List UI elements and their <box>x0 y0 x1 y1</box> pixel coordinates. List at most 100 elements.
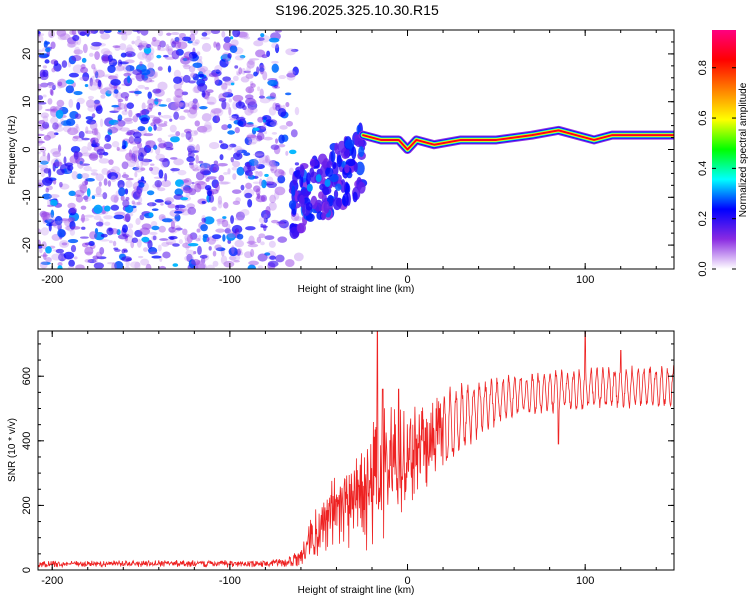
noise-cell <box>165 44 170 52</box>
colorbar-tick-label: 0.4 <box>697 161 709 176</box>
noise-cell <box>103 30 112 34</box>
noise-cell <box>263 224 267 232</box>
noise-cell <box>93 193 105 197</box>
noise-cell <box>145 140 156 149</box>
transition-cell <box>355 161 365 176</box>
noise-cell <box>140 30 149 36</box>
noise-cell <box>265 206 271 216</box>
noise-cell <box>229 36 234 40</box>
noise-cell <box>139 214 145 221</box>
noise-cell <box>48 222 52 232</box>
noise-cell <box>175 131 181 137</box>
noise-cell <box>39 247 43 254</box>
noise-cell <box>80 173 90 179</box>
noise-cell <box>189 72 196 78</box>
noise-cell <box>221 124 229 131</box>
noise-cell <box>158 157 169 162</box>
noise-cell <box>146 202 157 207</box>
noise-cell <box>198 261 204 269</box>
noise-cell <box>248 135 259 144</box>
noise-cell <box>268 159 272 168</box>
noise-cell <box>139 69 151 76</box>
noise-cell <box>65 118 76 126</box>
noise-cell <box>74 46 81 56</box>
noise-cell <box>268 106 277 116</box>
noise-cell <box>117 179 125 189</box>
noise-cell <box>167 203 176 209</box>
noise-cell <box>68 42 77 48</box>
noise-cell <box>69 30 75 35</box>
noise-cell <box>147 62 155 69</box>
noise-cell <box>84 178 88 186</box>
noise-cell <box>61 60 68 68</box>
noise-cell <box>240 184 245 191</box>
transition-cell <box>306 213 315 222</box>
transition-peak <box>324 178 331 187</box>
noise-cell <box>174 204 180 211</box>
noise-cell <box>169 124 177 133</box>
noise-cell <box>199 67 206 75</box>
noise-cell <box>100 48 111 55</box>
noise-cell <box>279 125 288 130</box>
noise-cell <box>113 247 119 250</box>
noise-cell <box>124 213 131 223</box>
noise-cell <box>48 84 52 89</box>
noise-cell <box>274 30 282 33</box>
noise-cell <box>198 234 202 242</box>
noise-cell <box>103 87 113 90</box>
noise-cell <box>258 95 265 99</box>
noise-cell <box>140 167 146 171</box>
noise-cell <box>243 36 251 40</box>
noise-cell <box>41 241 47 250</box>
noise-cell <box>170 102 182 112</box>
noise-cell <box>121 110 129 116</box>
noise-cell <box>157 123 168 127</box>
noise-cell <box>280 171 286 177</box>
noise-cell <box>236 166 245 176</box>
noise-cell <box>269 92 277 99</box>
noise-cell <box>38 138 44 146</box>
noise-cell <box>107 180 112 187</box>
noise-cell <box>75 123 79 129</box>
noise-cell <box>197 83 208 92</box>
noise-cell <box>71 30 77 36</box>
noise-cell <box>50 209 55 218</box>
noise-cell <box>56 99 65 107</box>
noise-cell <box>195 144 200 153</box>
noise-cell <box>53 132 59 136</box>
noise-cell <box>148 166 154 172</box>
noise-cell <box>143 247 149 252</box>
noise-cell <box>278 134 285 144</box>
noise-cell <box>223 36 231 43</box>
noise-cell <box>136 162 140 170</box>
noise-cell <box>232 152 243 160</box>
noise-cell <box>216 218 221 226</box>
noise-cell <box>285 102 290 108</box>
noise-cell <box>123 266 131 269</box>
noise-cell <box>38 95 44 101</box>
noise-cell <box>125 65 135 72</box>
noise-cell <box>208 246 212 251</box>
noise-cell <box>57 144 62 152</box>
noise-cell <box>52 151 62 158</box>
noise-cell <box>38 245 43 249</box>
noise-cell <box>98 181 102 187</box>
noise-cell <box>61 242 68 246</box>
noise-cell <box>112 45 121 48</box>
noise-cell <box>219 154 224 161</box>
noise-cell <box>247 142 257 145</box>
noise-cell <box>227 130 236 135</box>
noise-cell <box>192 73 199 81</box>
noise-cell <box>275 254 285 263</box>
noise-cell <box>132 202 143 206</box>
noise-cell <box>236 248 243 254</box>
noise-cell <box>237 71 241 76</box>
noise-cell <box>107 54 113 63</box>
noise-cell <box>127 228 134 238</box>
noise-cell <box>154 98 159 105</box>
noise-cell <box>222 234 226 242</box>
noise-cell <box>116 64 125 71</box>
noise-cell <box>127 223 134 229</box>
noise-cell <box>127 75 131 84</box>
noise-cell <box>269 255 277 260</box>
